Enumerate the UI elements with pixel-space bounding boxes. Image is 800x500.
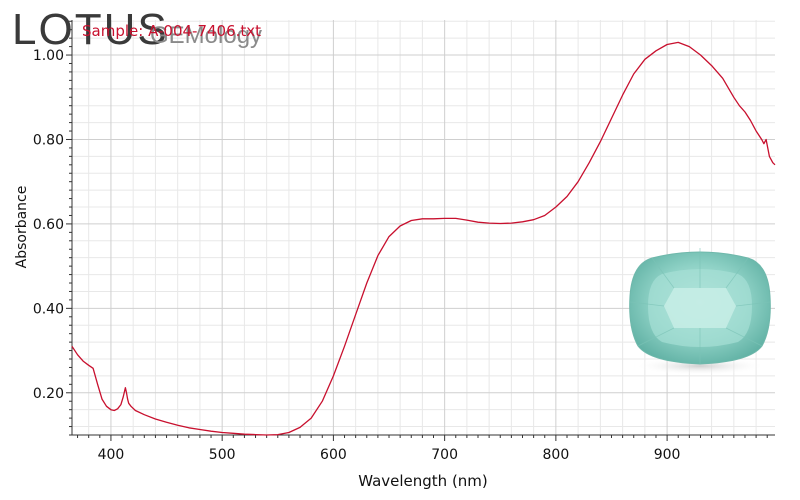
x-tick-label: 700 <box>431 447 458 463</box>
absorbance-series-line <box>71 41 776 436</box>
y-tick-label: 0.60 <box>33 217 64 233</box>
x-tick-label: 400 <box>98 447 125 463</box>
cushion-gem-icon <box>629 248 771 375</box>
grid-minor <box>72 20 775 435</box>
y-tick-label: 0.80 <box>33 132 64 148</box>
x-tick-label: 600 <box>320 447 347 463</box>
x-axis-label: Wavelength (nm) <box>358 472 488 490</box>
x-tick-label: 800 <box>543 447 570 463</box>
y-tick-label: 0.40 <box>33 301 64 317</box>
y-tick-label: 0.20 <box>33 386 64 402</box>
gemology-logo-text: GEMology <box>150 22 263 49</box>
x-tick-labels: 400 500 600 700 800 900 <box>98 447 681 463</box>
sample-filename-label: Sample: A-004-7406.txt <box>82 22 262 40</box>
x-tick-label: 900 <box>654 447 681 463</box>
gemstone-image <box>622 246 778 378</box>
x-tick-label: 500 <box>209 447 236 463</box>
grid-major <box>72 20 775 435</box>
y-axis-label: Absorbance <box>14 186 30 269</box>
lotus-logo-text: LOTUS <box>12 5 169 54</box>
y-tick-labels: 0.20 0.40 0.60 0.80 1.00 <box>33 48 64 402</box>
y-tick-label: 1.00 <box>33 48 64 64</box>
axes <box>66 20 775 441</box>
